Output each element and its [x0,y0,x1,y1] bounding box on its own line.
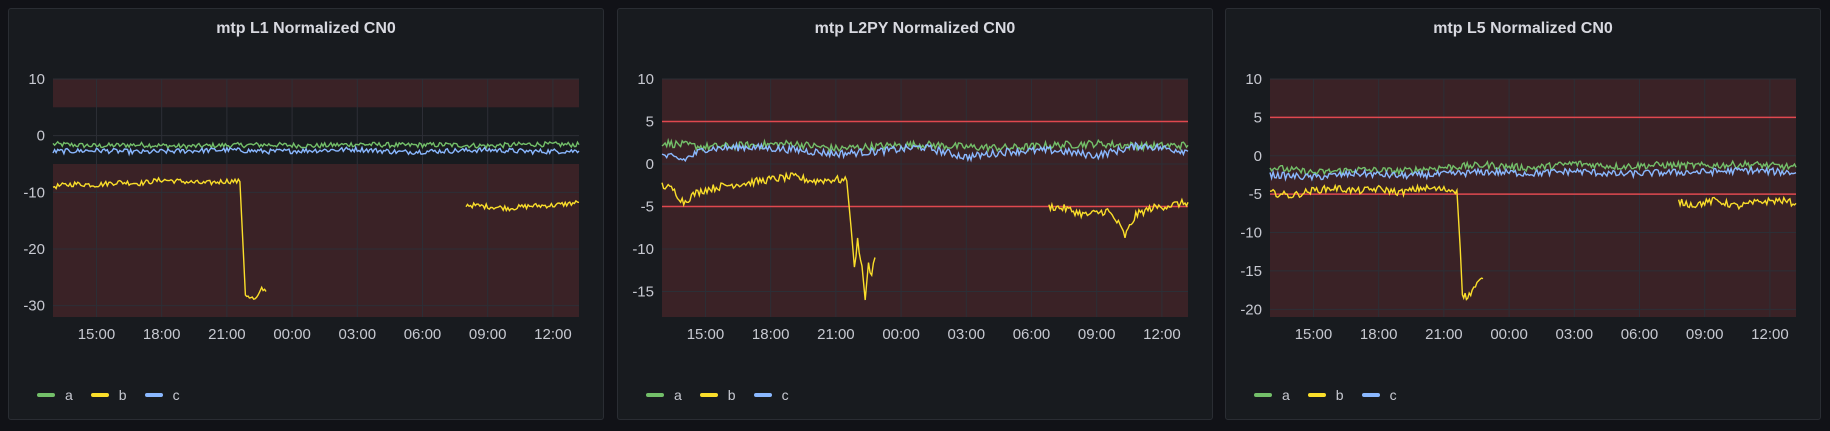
chart-l2py: 10 5 0 -5 -10 -15 15:00 18:00 21:00 00:00 03:00 06:… [632,71,1189,343]
series-line-b[interactable] [1048,197,1189,238]
x-tick-label: 21:00 [817,326,855,343]
series-line-a[interactable] [1269,159,1797,177]
legend-label: a [65,387,73,403]
y-tick-label: 5 [1254,109,1262,126]
legend-item-c[interactable]: c [1361,387,1397,403]
legend-label: b [1335,387,1344,403]
y-tick-label: 0 [37,128,45,145]
x-tick-label: 03:00 [948,326,986,343]
legend-swatch [699,393,718,397]
legend-item-b[interactable]: b [1307,387,1344,403]
series-line-b[interactable] [1269,183,1484,301]
x-tick-label: 09:00 [1078,326,1116,343]
threshold-band [53,164,579,317]
series-line-c[interactable] [1269,165,1797,182]
y-tick-label: -10 [1240,225,1262,242]
legend-item-c[interactable]: c [144,387,180,403]
x-tick-label: 15:00 [1295,326,1333,343]
threshold-band [53,79,579,108]
chart-l1: 10 0 -10 -20 -30 15:00 18:00 21:00 00:00 03:00 06:… [23,71,580,343]
series-line-a[interactable] [52,140,580,151]
x-tick-label: 15:00 [687,326,725,343]
panel-title[interactable]: mtp L2PY Normalized CN0 [814,20,1016,37]
x-tick-label: 00:00 [273,326,311,343]
threshold-band [1270,79,1796,317]
series-line-b[interactable] [661,171,876,301]
x-tick-label: 03:00 [1556,326,1594,343]
legend-label: a [674,387,682,403]
series-line-b[interactable] [1677,195,1797,211]
legend-swatch [37,393,55,397]
x-tick-label: 15:00 [78,326,116,343]
x-tick-label: 00:00 [882,326,920,343]
x-tick-label: 12:00 [534,326,572,343]
legend-label: a [1282,387,1290,403]
series-line-c[interactable] [52,145,580,157]
series-line-b[interactable] [52,176,267,301]
panel-l1[interactable]: mtp L1 Normalized CN0 10 0 -10 -20 -30 15:00 1… [8,8,604,420]
x-tick-label: 06:00 [1621,326,1659,343]
x-tick-label: 00:00 [1490,326,1528,343]
legend-label: c [172,387,180,403]
y-tick-label: 5 [646,114,654,131]
legend-swatch [753,393,772,397]
chart-l5: 10 5 0 -5 -10 -15 -20 15:00 18:00 21:00 00:00 03:00… [1240,71,1797,343]
legend-item-b[interactable]: b [699,387,736,403]
legend: a b c [1254,385,1397,405]
legend-swatch [1307,393,1326,397]
x-tick-label: 09:00 [1686,326,1724,343]
legend-item-a[interactable]: a [646,387,682,403]
legend-item-c[interactable]: c [753,387,789,403]
legend-label: b [727,387,736,403]
legend-item-a[interactable]: a [1254,387,1290,403]
y-tick-label: 10 [28,71,45,88]
legend-label: b [118,387,127,403]
legend-swatch [90,393,109,397]
legend: a b c [646,385,789,405]
legend-label: c [781,387,789,403]
series-line-c[interactable] [661,141,1189,163]
y-tick-label: 10 [637,71,654,88]
y-tick-label: -5 [1249,186,1262,203]
series-line-b[interactable] [465,199,580,213]
panel-l2py[interactable]: mtp L2PY Normalized CN0 10 5 0 -5 -10 -15 15:0… [617,8,1213,420]
panel-title[interactable]: mtp L5 Normalized CN0 [1433,20,1613,37]
x-tick-label: 21:00 [1425,326,1463,343]
x-tick-label: 12:00 [1143,326,1181,343]
y-tick-label: -20 [1240,301,1262,318]
panel-title[interactable]: mtp L1 Normalized CN0 [216,20,396,37]
legend-item-a[interactable]: a [37,387,73,403]
x-tick-label: 21:00 [208,326,246,343]
legend-swatch [144,393,163,397]
y-tick-label: -10 [632,241,654,258]
y-tick-label: 0 [646,156,654,173]
x-tick-label: 03:00 [339,326,377,343]
y-tick-label: -15 [1240,263,1262,280]
x-tick-label: 18:00 [752,326,790,343]
legend-item-b[interactable]: b [90,387,127,403]
legend-swatch [1361,393,1380,397]
x-tick-label: 09:00 [469,326,507,343]
threshold-band [662,79,1188,317]
legend-swatch [1254,393,1272,397]
y-tick-label: 0 [1254,148,1262,165]
y-tick-label: -30 [23,298,45,315]
y-tick-label: -15 [632,284,654,301]
x-tick-label: 18:00 [1360,326,1398,343]
x-tick-label: 12:00 [1751,326,1789,343]
y-tick-label: -20 [23,241,45,258]
legend: a b c [37,385,180,405]
panel-l5[interactable]: mtp L5 Normalized CN0 10 5 0 -5 -10 -15 -20 15:… [1225,8,1821,420]
y-tick-label: -5 [641,199,654,216]
x-tick-label: 18:00 [143,326,181,343]
y-tick-label: -10 [23,184,45,201]
x-tick-label: 06:00 [1013,326,1051,343]
x-tick-label: 06:00 [404,326,442,343]
legend-label: c [1389,387,1397,403]
legend-swatch [646,393,664,397]
y-tick-label: 10 [1245,71,1262,88]
